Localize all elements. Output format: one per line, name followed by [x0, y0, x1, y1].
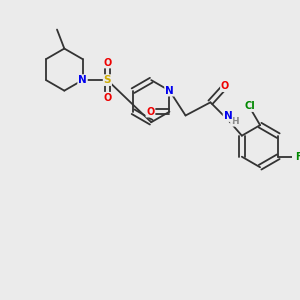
Text: O: O — [103, 93, 112, 103]
Text: N: N — [78, 75, 87, 85]
Text: F: F — [296, 152, 300, 162]
Text: H: H — [231, 117, 238, 126]
Text: O: O — [221, 81, 229, 91]
Text: Cl: Cl — [244, 101, 255, 111]
Text: S: S — [103, 75, 111, 85]
Text: N: N — [165, 86, 174, 96]
Text: O: O — [146, 107, 154, 117]
Text: N: N — [224, 111, 232, 121]
Text: O: O — [103, 58, 112, 68]
